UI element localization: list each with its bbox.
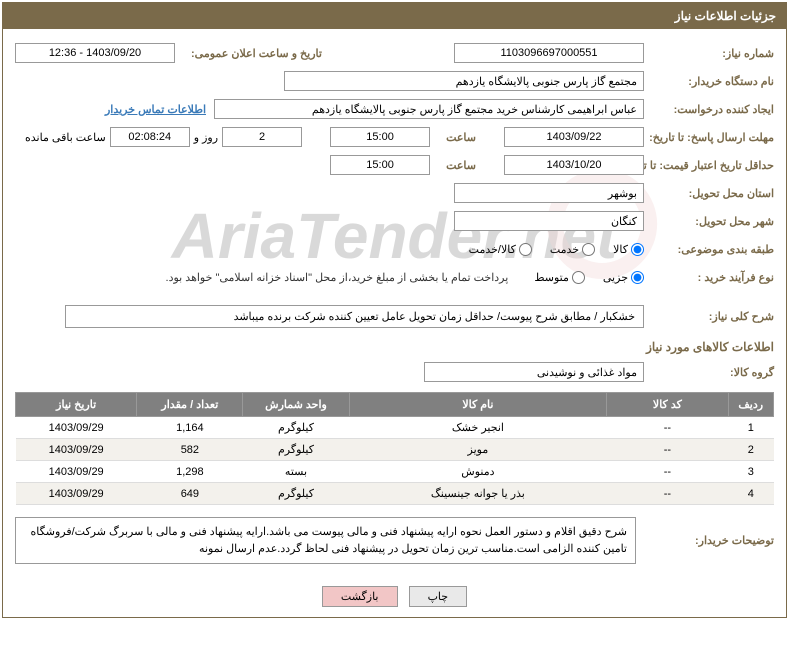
cell-0-4: 1,164 <box>137 417 243 439</box>
cell-1-2: مویز <box>349 439 607 461</box>
goods-table: ردیفکد کالانام کالاواحد شمارشتعداد / مقد… <box>15 392 774 505</box>
resp-time-field: 15:00 <box>330 127 430 147</box>
cell-0-2: انجیر خشک <box>349 417 607 439</box>
process-radio-0[interactable] <box>631 271 644 284</box>
table-row: 2--مویزکیلوگرم5821403/09/29 <box>16 439 774 461</box>
buyer-contact-link[interactable]: اطلاعات تماس خریدار <box>105 103 206 116</box>
label-process: نوع فرآیند خرید : <box>644 271 774 284</box>
cell-2-4: 1,298 <box>137 461 243 483</box>
label-need-no: شماره نیاز: <box>644 47 774 60</box>
table-row: 1--انجیر خشککیلوگرم1,1641403/09/29 <box>16 417 774 439</box>
cell-3-1: -- <box>607 483 728 505</box>
label-announce-dt: تاریخ و ساعت اعلان عمومی: <box>183 47 322 60</box>
category-option-2[interactable]: کالا/خدمت <box>469 243 532 256</box>
label-days-and: روز و <box>194 131 218 144</box>
cell-3-2: بذر یا جوانه جینسینگ <box>349 483 607 505</box>
label-goods-group: گروه کالا: <box>644 366 774 379</box>
print-button[interactable]: چاپ <box>409 586 468 607</box>
label-price-valid: حداقل تاریخ اعتبار قیمت: تا تاریخ: <box>644 159 774 172</box>
label-time-left: ساعت باقی مانده <box>25 131 106 144</box>
label-buyer-org: نام دستگاه خریدار: <box>644 75 774 88</box>
buyer-org-field: مجتمع گاز پارس جنوبی پالایشگاه یازدهم <box>284 71 644 91</box>
resp-date-field: 1403/09/22 <box>504 127 644 147</box>
label-buyer-notes: توضیحات خریدار: <box>644 534 774 547</box>
payment-note: پرداخت تمام یا بخشی از مبلغ خرید،از محل … <box>166 271 509 284</box>
cell-0-0: 1 <box>728 417 773 439</box>
cell-0-1: -- <box>607 417 728 439</box>
process-radio-1[interactable] <box>572 271 585 284</box>
cell-0-5: 1403/09/29 <box>16 417 137 439</box>
table-row: 4--بذر یا جوانه جینسینگکیلوگرم6491403/09… <box>16 483 774 505</box>
process-radio-group: جزیی متوسط <box>520 271 644 284</box>
label-city: شهر محل تحویل: <box>644 215 774 228</box>
col-header-5: تاریخ نیاز <box>16 393 137 417</box>
col-header-2: نام کالا <box>349 393 607 417</box>
buyer-notes-box: شرح دقیق اقلام و دستور العمل نحوه ارایه … <box>15 517 636 564</box>
col-header-4: تعداد / مقدار <box>137 393 243 417</box>
category-label-0: کالا <box>613 243 628 256</box>
table-row: 3--دمنوشبسته1,2981403/09/29 <box>16 461 774 483</box>
announce-dt-field: 1403/09/20 - 12:36 <box>15 43 175 63</box>
cell-2-0: 3 <box>728 461 773 483</box>
cell-3-0: 4 <box>728 483 773 505</box>
label-time-1: ساعت <box>438 131 476 144</box>
process-label-1: متوسط <box>534 271 569 284</box>
process-option-0[interactable]: جزیی <box>603 271 644 284</box>
process-option-1[interactable]: متوسط <box>534 271 585 284</box>
category-label-2: کالا/خدمت <box>469 243 516 256</box>
city-field: کنگان <box>454 211 644 231</box>
label-category: طبقه بندی موضوعی: <box>644 243 774 256</box>
countdown-field: 02:08:24 <box>110 127 190 147</box>
category-radio-2[interactable] <box>519 243 532 256</box>
cell-1-1: -- <box>607 439 728 461</box>
cell-1-4: 582 <box>137 439 243 461</box>
cell-1-0: 2 <box>728 439 773 461</box>
category-radio-0[interactable] <box>631 243 644 256</box>
process-label-0: جزیی <box>603 271 628 284</box>
cell-3-4: 649 <box>137 483 243 505</box>
label-province: استان محل تحویل: <box>644 187 774 200</box>
province-field: بوشهر <box>454 183 644 203</box>
category-option-0[interactable]: کالا <box>613 243 644 256</box>
cell-1-3: کیلوگرم <box>243 439 349 461</box>
valid-date-field: 1403/10/20 <box>504 155 644 175</box>
general-desc-box: خشکبار / مطابق شرح پیوست/ حداقل زمان تحو… <box>65 305 644 328</box>
label-general-desc: شرح کلی نیاز: <box>644 310 774 323</box>
category-radio-group: کالا خدمت کالا/خدمت <box>455 243 644 256</box>
cell-1-5: 1403/09/29 <box>16 439 137 461</box>
category-label-1: خدمت <box>550 243 579 256</box>
col-header-3: واحد شمارش <box>243 393 349 417</box>
cell-0-3: کیلوگرم <box>243 417 349 439</box>
days-left-field: 2 <box>222 127 302 147</box>
cell-3-5: 1403/09/29 <box>16 483 137 505</box>
category-radio-1[interactable] <box>582 243 595 256</box>
requester-field: عباس ابراهیمی کارشناس خرید مجتمع گاز پار… <box>214 99 644 119</box>
goods-group-field: مواد غذائی و نوشیدنی <box>424 362 644 382</box>
valid-time-field: 15:00 <box>330 155 430 175</box>
cell-2-5: 1403/09/29 <box>16 461 137 483</box>
label-requester: ایجاد کننده درخواست: <box>644 103 774 116</box>
need-no-field: 1103096697000551 <box>454 43 644 63</box>
col-header-1: کد کالا <box>607 393 728 417</box>
label-resp-deadline: مهلت ارسال پاسخ: تا تاریخ: <box>644 131 774 144</box>
cell-2-2: دمنوش <box>349 461 607 483</box>
back-button[interactable]: بازگشت <box>322 586 398 607</box>
category-option-1[interactable]: خدمت <box>550 243 595 256</box>
cell-2-3: بسته <box>243 461 349 483</box>
cell-3-3: کیلوگرم <box>243 483 349 505</box>
label-time-2: ساعت <box>438 159 476 172</box>
goods-info-title: اطلاعات کالاهای مورد نیاز <box>15 340 774 354</box>
col-header-0: ردیف <box>728 393 773 417</box>
cell-2-1: -- <box>607 461 728 483</box>
panel-title: جزئیات اطلاعات نیاز <box>3 3 786 29</box>
